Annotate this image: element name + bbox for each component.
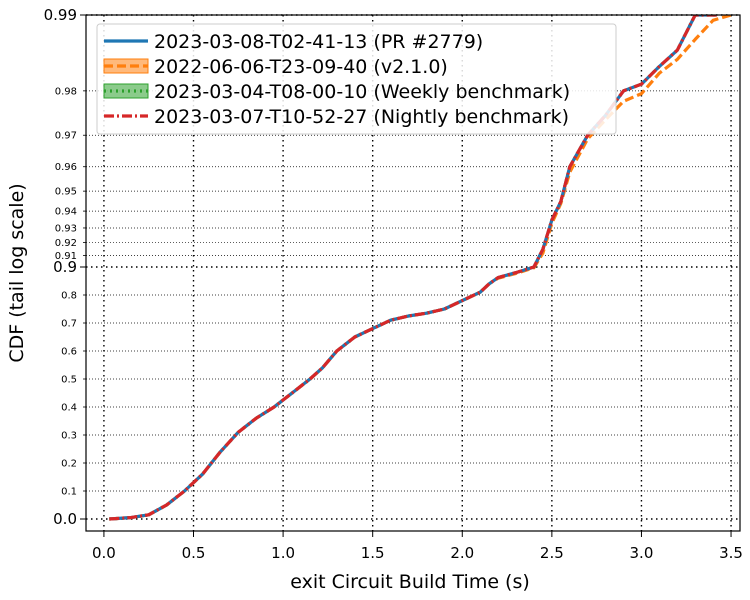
y-tick-label-minor: 0.2 bbox=[61, 459, 77, 470]
x-tick-label: 0.5 bbox=[182, 544, 206, 562]
y-tick-label-major: 0.9 bbox=[53, 258, 77, 276]
y-axis-label: CDF (tail log scale) bbox=[6, 183, 28, 362]
x-axis-ticks: 0.0 0.5 1.0 1.5 2.0 2.5 3.0 3.5 bbox=[92, 531, 743, 562]
y-tick-label-minor: 0.93 bbox=[55, 223, 77, 234]
y-tick-label-minor: 0.92 bbox=[55, 238, 77, 249]
y-tick-label-minor: 0.8 bbox=[61, 291, 77, 302]
x-tick-label: 1.5 bbox=[361, 544, 385, 562]
y-axis-ticks: 0.0 0.9 0.99 0.1 0.2 0.3 0.4 0.5 0.6 0.7 0.8 0.91 0.… bbox=[44, 6, 86, 528]
y-tick-label-minor: 0.4 bbox=[61, 403, 77, 414]
legend-label-2: 2022-06-06-T23-09-40 (v2.1.0) bbox=[154, 56, 448, 78]
x-tick-label: 2.5 bbox=[540, 544, 564, 562]
y-tick-label-minor: 0.98 bbox=[55, 86, 77, 97]
y-tick-label-minor: 0.6 bbox=[61, 347, 77, 358]
y-tick-label-minor: 0.3 bbox=[61, 431, 77, 442]
x-tick-label: 2.0 bbox=[450, 544, 474, 562]
y-tick-label-major: 0.0 bbox=[53, 510, 77, 528]
legend-label-3: 2023-03-04-T08-00-10 (Weekly benchmark) bbox=[154, 81, 570, 103]
x-tick-label: 3.5 bbox=[719, 544, 743, 562]
legend-label-4: 2023-03-07-T10-52-27 (Nightly benchmark) bbox=[154, 106, 569, 128]
plot-border bbox=[85, 14, 741, 532]
x-tick-label: 1.0 bbox=[271, 544, 295, 562]
y-tick-label-minor: 0.7 bbox=[61, 319, 77, 330]
legend: 2023-03-08-T02-41-13 (PR #2779) 2022-06-0… bbox=[96, 23, 617, 135]
y-tick-label-minor: 0.94 bbox=[55, 207, 77, 218]
y-tick-label-minor: 0.91 bbox=[55, 251, 77, 262]
y-tick-label-minor: 0.5 bbox=[61, 375, 77, 386]
y-tick-label-minor: 0.96 bbox=[55, 162, 77, 173]
x-tick-label: 3.0 bbox=[630, 544, 654, 562]
legend-box bbox=[96, 23, 617, 135]
legend-label-1: 2023-03-08-T02-41-13 (PR #2779) bbox=[154, 31, 483, 53]
plot-frame bbox=[85, 14, 741, 532]
x-axis-label: exit Circuit Build Time (s) bbox=[290, 571, 530, 593]
y-tick-label-minor: 0.95 bbox=[55, 187, 77, 198]
y-tick-label-minor: 0.1 bbox=[61, 487, 77, 498]
x-tick-label: 0.0 bbox=[92, 544, 116, 562]
y-tick-label-major: 0.99 bbox=[44, 6, 77, 24]
y-tick-label-minor: 0.97 bbox=[55, 131, 77, 142]
